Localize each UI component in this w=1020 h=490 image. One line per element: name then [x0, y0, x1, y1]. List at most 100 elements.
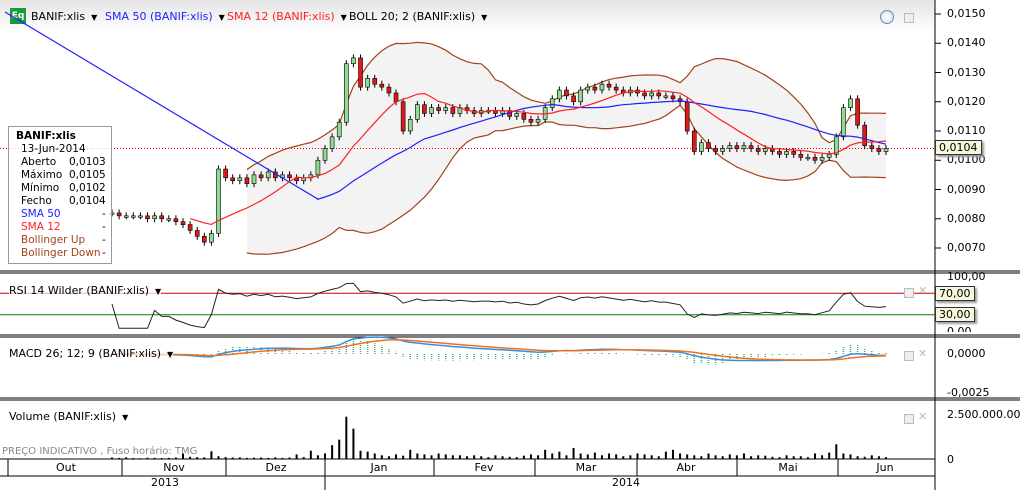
- candle-body: [265, 171, 271, 179]
- candle-body: [613, 86, 619, 91]
- candle-body: [166, 218, 172, 221]
- candle-body: [670, 95, 676, 100]
- year-label: 2014: [612, 476, 640, 489]
- dropdown-arrow-icon: ▼: [218, 13, 225, 22]
- macd-tick-neg: -0,0025: [947, 386, 990, 399]
- candle-body: [819, 157, 825, 161]
- candle-body: [429, 107, 434, 114]
- rsi-legend[interactable]: RSI 14 Wilder (BANIF:xlis) ▼: [9, 284, 162, 297]
- boll-label: BOLL 20; 2 (BANIF:xlis): [349, 10, 476, 23]
- maximize-icon[interactable]: [904, 13, 914, 23]
- candle-body: [131, 215, 136, 218]
- watermark: PREÇO INDICATIVO , Fuso horário: TMG: [2, 446, 198, 457]
- price-tick: 0,0100: [947, 153, 986, 167]
- macd-label: MACD 26; 12; 9 (BANIF:xlis): [9, 347, 162, 360]
- volume-close-icon[interactable]: ✕: [918, 410, 928, 423]
- candle-body: [777, 151, 782, 155]
- boll-legend[interactable]: BOLL 20; 2 (BANIF:xlis) ▼: [349, 10, 487, 23]
- info-close-label: Fecho: [21, 195, 52, 207]
- month-label: Jan: [370, 461, 388, 474]
- clock-icon[interactable]: [880, 10, 894, 24]
- price-tick: 0,0130: [947, 65, 986, 79]
- candle-body: [407, 119, 413, 132]
- candle-body: [180, 221, 186, 225]
- last-price-tag: 0,0104: [935, 140, 982, 155]
- volume-maximize-icon[interactable]: [904, 414, 914, 424]
- dropdown-arrow-icon: ▼: [155, 287, 162, 296]
- volume-tick-max: 2.500.000.000: [947, 408, 1020, 421]
- macd-maximize-icon[interactable]: [904, 351, 914, 361]
- info-box: BANIF:xlis 13-Jun-2014 Aberto 0,0103 Máx…: [8, 126, 112, 264]
- candle-body: [422, 104, 427, 114]
- volume-legend[interactable]: Volume (BANIF:xlis) ▼: [9, 410, 129, 423]
- candle-body: [699, 142, 704, 152]
- month-label: Abr: [676, 461, 696, 474]
- candle-body: [436, 107, 441, 111]
- candle-body: [528, 119, 534, 123]
- candle-body: [258, 174, 264, 179]
- macd-tick-0: 0,0000: [947, 347, 986, 360]
- info-low-value: 0,0102: [69, 182, 106, 194]
- macd-close-icon[interactable]: ✕: [918, 347, 928, 360]
- candle-body: [720, 148, 725, 152]
- candle-body: [187, 224, 193, 231]
- candle-body: [159, 215, 165, 220]
- sma12-legend[interactable]: SMA 12 (BANIF:xlis) ▼: [227, 10, 347, 23]
- rsi-close-icon[interactable]: ✕: [918, 284, 928, 297]
- candle-body: [549, 98, 555, 108]
- price-tick: 0,0150: [947, 7, 986, 20]
- macd-legend[interactable]: MACD 26; 12; 9 (BANIF:xlis) ▼: [9, 347, 174, 360]
- price-tick: 0,0110: [947, 124, 986, 137]
- sma50-label: SMA 50 (BANIF:xlis): [105, 10, 213, 23]
- candle-body: [443, 107, 449, 111]
- candle-body: [336, 121, 342, 138]
- candle-body: [535, 119, 541, 123]
- month-label: Mai: [778, 461, 798, 474]
- candle-body: [329, 136, 335, 149]
- candle-body: [798, 154, 804, 158]
- price-tick: 0,0090: [947, 182, 986, 196]
- rsi-line: [111, 282, 887, 329]
- info-open-value: 0,0103: [69, 156, 106, 168]
- candle-body: [734, 145, 740, 149]
- sma50-legend[interactable]: SMA 50 (BANIF:xlis) ▼: [105, 10, 225, 23]
- candle-body: [883, 148, 889, 152]
- info-boll-up-value: -: [102, 234, 106, 246]
- candle-body: [677, 98, 683, 103]
- candle-body: [876, 148, 882, 152]
- symbol-selector[interactable]: BANIF:xlis ▼: [31, 10, 97, 23]
- candle-body: [237, 177, 243, 182]
- month-label: Jun: [876, 461, 894, 474]
- price-tick: 0,0080: [947, 211, 986, 225]
- candle-body: [344, 63, 349, 123]
- price-tick: 0,0070: [947, 241, 986, 254]
- dropdown-arrow-icon: ▼: [340, 13, 347, 22]
- info-boll-up-label: Bollinger Up: [21, 234, 86, 246]
- dropdown-arrow-icon: ▼: [91, 13, 98, 22]
- candle-body: [826, 154, 832, 158]
- candle-body: [315, 159, 321, 176]
- candle-body: [358, 57, 363, 88]
- sma50-line: [4, 11, 887, 201]
- candle-body: [173, 218, 179, 222]
- rsi-label: RSI 14 Wilder (BANIF:xlis): [9, 284, 150, 297]
- volume-label: Volume (BANIF:xlis): [9, 410, 117, 423]
- volume-tick-0: 0: [947, 453, 954, 466]
- rsi-tick-100: 100,00: [947, 270, 986, 283]
- rsi-maximize-icon[interactable]: [904, 288, 914, 298]
- candle-body: [748, 145, 754, 149]
- candle-body: [123, 215, 129, 218]
- candle-body: [557, 89, 562, 100]
- info-high-label: Máximo: [21, 169, 63, 181]
- candle-body: [294, 177, 299, 182]
- candle-body: [841, 107, 846, 138]
- candle-body: [400, 101, 406, 132]
- rsi-tag-30: 30,00: [935, 307, 975, 322]
- candle-body: [812, 157, 818, 161]
- info-title: BANIF:xlis: [16, 130, 76, 142]
- candle-body: [741, 145, 747, 149]
- candle-body: [564, 89, 569, 97]
- sma12-line: [189, 90, 887, 226]
